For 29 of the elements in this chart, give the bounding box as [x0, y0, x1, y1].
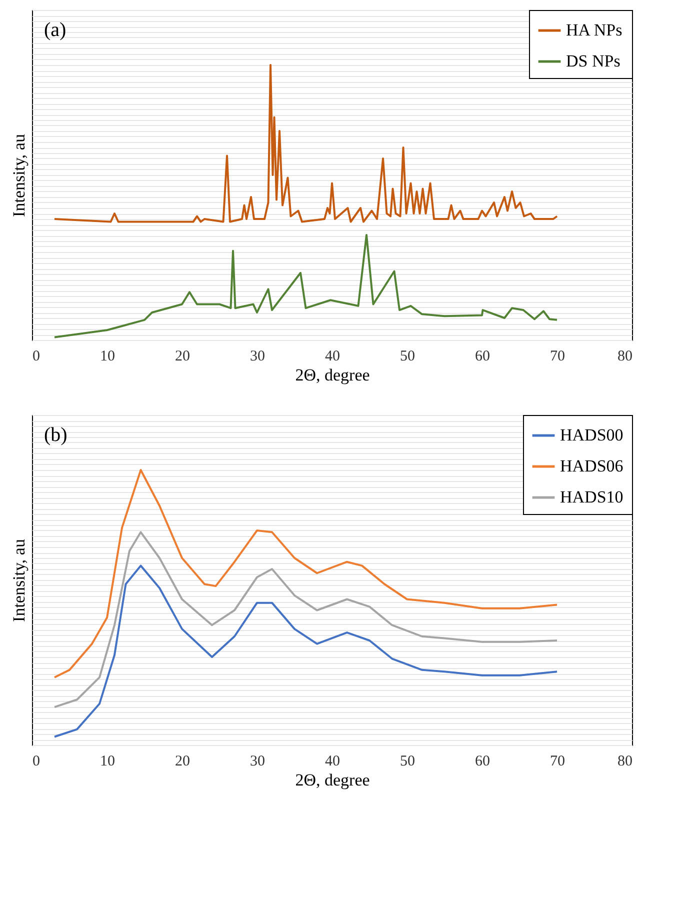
legend-label: HA NPs: [566, 20, 622, 40]
text: (a): [44, 19, 66, 41]
x-tick-label: 20: [175, 754, 190, 770]
x-tick-label: 50: [400, 348, 415, 364]
legend-label: HADS00: [560, 426, 624, 444]
x-tick-label: 40: [325, 754, 340, 770]
x-tick-label: 70: [550, 754, 565, 770]
legend-label: HADS06: [560, 456, 624, 476]
y-axis-title: Intensity, au: [10, 538, 28, 622]
x-tick-label: 10: [100, 348, 115, 364]
x-tick-label: 20: [175, 348, 190, 364]
x-tick-label: 30: [250, 754, 265, 770]
x-tick-label: 60: [475, 754, 490, 770]
x-axis-title: 2Θ, degree: [295, 366, 370, 384]
x-tick-label: 80: [618, 348, 632, 364]
x-tick-label: 0: [32, 348, 40, 364]
x-axis-title: 2Θ, degree: [295, 770, 370, 790]
x-tick-label: 80: [618, 754, 632, 770]
y-axis-title: Intensity, au: [10, 134, 28, 217]
x-tick-label: 10: [100, 754, 115, 770]
x-tick-label: 0: [32, 754, 40, 770]
x-tick-label: 60: [475, 348, 490, 364]
text: (b): [44, 424, 68, 446]
x-tick-label: 30: [250, 348, 265, 364]
x-tick-label: 70: [550, 348, 565, 364]
legend-label: HADS10: [560, 488, 624, 506]
legend-label: DS NPs: [566, 52, 620, 70]
x-tick-label: 40: [325, 348, 340, 364]
x-tick-label: 50: [400, 754, 415, 770]
